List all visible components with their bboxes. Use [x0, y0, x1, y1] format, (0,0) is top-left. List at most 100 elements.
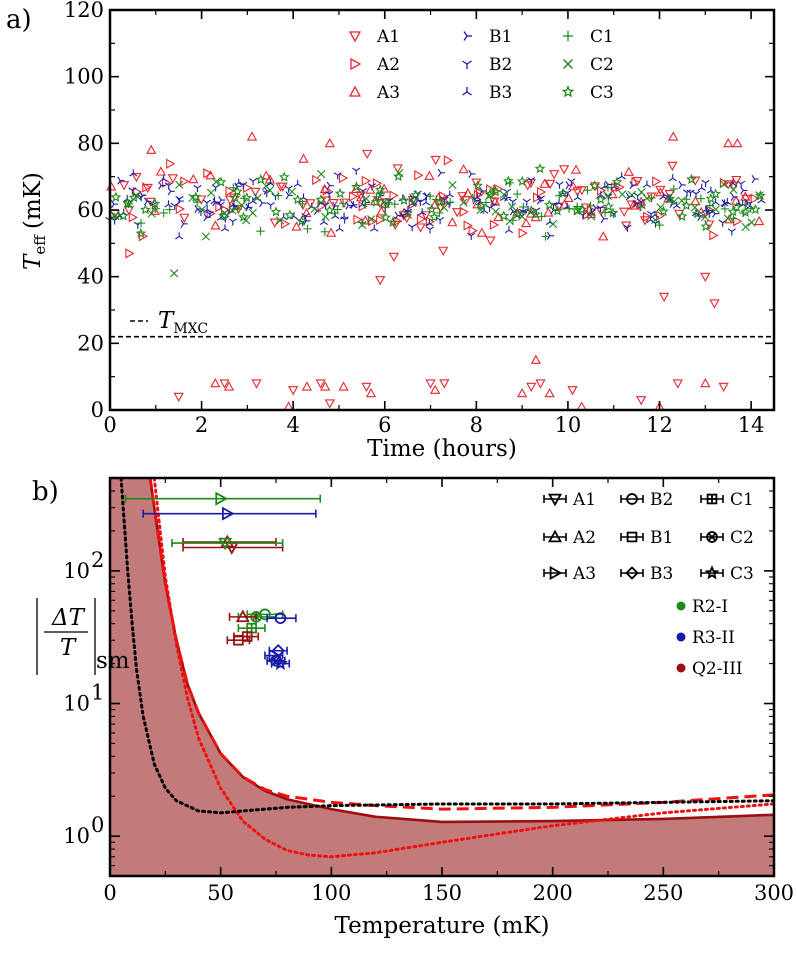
point-A3 — [462, 187, 473, 198]
point-B2 — [555, 181, 564, 189]
point-outlier-low — [169, 269, 179, 278]
legend-marker-A3 — [348, 85, 362, 97]
point-low-cluster — [429, 384, 441, 394]
point-C1 — [381, 203, 390, 212]
legend-marker-A1 — [348, 31, 362, 43]
point-C1 — [361, 200, 370, 209]
point-C3 — [122, 197, 133, 208]
point-A2 — [175, 203, 185, 215]
legend-device-label: R2-I — [692, 597, 728, 617]
point-C3 — [292, 194, 303, 205]
x-tick-label: 200 — [533, 881, 573, 905]
point-B1 — [629, 181, 637, 190]
legend-label-A1: A1 — [376, 27, 400, 47]
point-B1 — [633, 199, 641, 208]
point-C2 — [358, 220, 367, 230]
point-B3 — [422, 198, 431, 206]
point-low-cluster — [173, 392, 184, 402]
point-C3 — [387, 216, 399, 228]
legend-label-A3: A3 — [376, 83, 400, 103]
y-tick-label: 10 — [63, 559, 90, 583]
point-C3 — [534, 163, 546, 174]
point-A2 — [476, 187, 486, 199]
point-A3-R3-II — [142, 506, 317, 521]
x-tick-label: 4 — [286, 413, 299, 437]
point-B3 — [445, 190, 454, 198]
point-C2 — [711, 205, 720, 214]
point-C3 — [110, 191, 122, 202]
point-low-cluster — [517, 388, 528, 398]
legend-entry-C3: C3 — [700, 564, 754, 584]
legend-label-C3: C3 — [730, 564, 754, 584]
point-C3 — [128, 192, 140, 203]
legend-label-C1: C1 — [730, 490, 754, 510]
point-C1 — [541, 232, 550, 241]
point-C3 — [334, 187, 346, 199]
point-C3 — [498, 210, 510, 221]
point-A1 — [626, 200, 637, 210]
point-C1 — [233, 204, 243, 214]
point-C3 — [611, 176, 623, 187]
legend-entry-C1: C1 — [563, 27, 614, 47]
point-low-cluster — [636, 396, 647, 406]
point-A1 — [646, 192, 657, 202]
point-C3 — [351, 181, 362, 192]
point-C3 — [118, 210, 129, 221]
point-B2 — [175, 195, 184, 204]
panel-a-label: a) — [6, 5, 32, 35]
legend-marker-B1 — [463, 31, 472, 41]
point-C2 — [237, 200, 246, 210]
y-title-sub: sm — [96, 648, 130, 674]
y-tick-exponent: 0 — [91, 813, 104, 837]
point-C3 — [324, 204, 335, 215]
point-C3 — [727, 206, 739, 217]
y-tick-exponent: 1 — [91, 681, 104, 705]
point-outlier-high — [146, 144, 157, 154]
y-tick-label: 120 — [64, 0, 104, 22]
point-B1 — [751, 174, 759, 184]
point-B2 — [205, 210, 214, 219]
legend-device-label: R3-II — [692, 628, 735, 648]
point-C1 — [298, 199, 307, 209]
point-C3 — [681, 199, 692, 211]
point-A1-Q2-III — [182, 542, 284, 555]
legend-marker-C2 — [706, 531, 718, 543]
point-A1 — [572, 187, 583, 197]
point-A1 — [277, 182, 288, 192]
point-C2 — [448, 180, 457, 190]
point-A1 — [420, 211, 431, 221]
y-tick-exponent: 2 — [91, 548, 104, 572]
point-C2 — [507, 202, 517, 211]
point-B2 — [527, 177, 536, 185]
point-C3 — [393, 170, 404, 182]
point-B3 — [425, 219, 434, 227]
legend-device-R3-II: R3-II — [676, 628, 735, 648]
point-A1 — [269, 218, 280, 228]
legend-entry-C2: C2 — [563, 55, 614, 75]
point-low-cluster — [315, 379, 326, 389]
point-A3 — [424, 170, 435, 180]
point-C1 — [256, 226, 265, 236]
legend-marker-B2 — [626, 493, 638, 505]
legend-entry-B3: B3 — [620, 564, 673, 584]
point-B1 — [437, 168, 445, 177]
point-A2 — [353, 214, 363, 225]
point-C1 — [338, 199, 348, 208]
point-C2 — [651, 215, 660, 225]
point-A3 — [301, 207, 312, 218]
marker — [274, 612, 287, 625]
legend-marker-A1 — [547, 493, 563, 507]
legend-entry-A2: A2 — [350, 55, 400, 75]
point-A2 — [338, 172, 349, 184]
x-tick-label: 250 — [643, 881, 683, 905]
point-C3 — [664, 193, 676, 204]
point-C3 — [484, 189, 496, 200]
point-C3 — [428, 211, 440, 222]
point-B3 — [164, 200, 173, 208]
y-title-unit: (mK) — [20, 172, 46, 229]
point-A1 — [596, 206, 607, 217]
point-A3 — [539, 178, 550, 188]
x-tick-label: 100 — [311, 881, 351, 905]
point-B3 — [349, 201, 358, 209]
point-C1 — [445, 197, 455, 207]
